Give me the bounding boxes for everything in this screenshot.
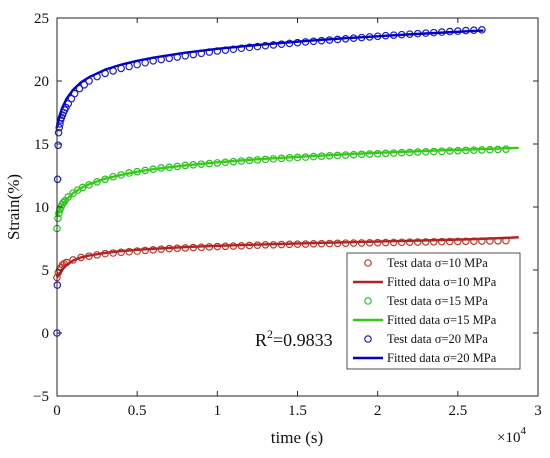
y-tick-label: 20 (34, 74, 49, 90)
plot-series-layer (53, 26, 519, 337)
series-5-fit-line (55, 29, 484, 128)
legend: Test data σ=10 MPa Fitted data σ=10 MPa Te… (346, 252, 521, 370)
series-4-point (53, 175, 62, 184)
series-4-point (245, 43, 254, 52)
y-tick-label: 10 (34, 200, 49, 216)
series-4-point (54, 141, 62, 150)
x-tick-label: 2.5 (448, 403, 467, 419)
legend-marker-swatch (364, 259, 372, 267)
x-tick-label: 2 (374, 403, 382, 419)
series-0-point (405, 238, 414, 246)
series-4-point (55, 123, 64, 132)
series-0-point (446, 237, 454, 246)
legend-label: Test data σ=10 MPa (387, 256, 488, 270)
x-tick-label: 1 (214, 403, 222, 419)
series-3-fit-line (55, 146, 519, 218)
x-exponent-power: 4 (520, 425, 526, 437)
x-tick-label: 0.5 (128, 403, 147, 419)
y-axis-title: Strain(%) (4, 174, 23, 240)
series-4-point (229, 45, 238, 54)
y-tick-label: −5 (33, 389, 49, 405)
series-0-point (413, 238, 422, 246)
r-squared-base: R (255, 330, 267, 350)
r-squared-sup: 2 (267, 327, 273, 341)
y-tick-label: 5 (42, 263, 50, 279)
legend-marker-swatch (364, 297, 372, 305)
r-squared-value: =0.9833 (273, 330, 333, 350)
y-tick-label: 25 (34, 11, 49, 27)
series-0-point (429, 237, 438, 246)
series-4-point (237, 44, 246, 53)
series-2-point (64, 193, 73, 201)
series-0-point (397, 238, 406, 247)
x-axis-title: time (s) (271, 428, 323, 447)
series-0-point (421, 238, 430, 246)
y-tick-label: 15 (34, 137, 49, 153)
x-exponent-label: ×104 (497, 425, 526, 446)
legend-label: Fitted data σ=15 MPa (387, 313, 497, 327)
series-1-fit-line (55, 236, 519, 279)
legend-label: Fitted data σ=20 MPa (387, 351, 497, 365)
series-2-point (78, 183, 87, 192)
legend-label: Fitted data σ=10 MPa (387, 275, 497, 289)
legend-label: Test data σ=20 MPa (387, 332, 488, 346)
series-2-point (59, 198, 68, 207)
legend-box (346, 252, 521, 370)
series-4-point (253, 42, 262, 51)
series-4-point (54, 128, 63, 137)
x-tick-label: 1.5 (288, 403, 307, 419)
legend-label: Test data σ=15 MPa (387, 294, 488, 308)
legend-marker-swatch (364, 335, 372, 343)
x-tick-label: 3 (534, 403, 542, 419)
x-exponent-base: ×10 (497, 430, 520, 446)
y-tick-label: 0 (42, 326, 50, 342)
legend-entries: Test data σ=10 MPa Fitted data σ=10 MPa Te… (353, 256, 497, 365)
series-0-point (437, 237, 446, 246)
series-0-point (454, 237, 462, 246)
x-tick-label: 0 (53, 403, 61, 419)
series-0-point (462, 237, 470, 246)
r-squared-annotation: R2=0.9833 (255, 327, 333, 350)
